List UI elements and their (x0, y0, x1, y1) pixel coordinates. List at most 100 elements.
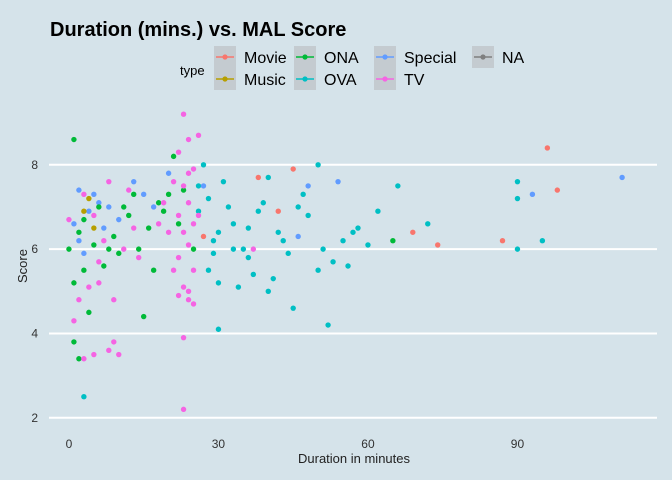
data-points (66, 111, 625, 413)
y-tick-label: 4 (31, 326, 38, 340)
data-point (81, 191, 87, 198)
data-point (539, 238, 546, 244)
data-point (131, 191, 137, 198)
data-point (499, 238, 506, 244)
data-point (96, 200, 102, 206)
data-point (335, 178, 341, 185)
data-point (210, 250, 217, 257)
data-point (71, 339, 77, 345)
legend-item: Movie (214, 46, 287, 68)
data-point (81, 216, 87, 223)
data-point (260, 200, 266, 206)
data-point (116, 216, 122, 223)
y-tick-label: 6 (31, 242, 38, 256)
data-point (136, 246, 142, 252)
data-point (225, 204, 232, 210)
data-point (230, 246, 237, 252)
data-point (91, 225, 97, 231)
data-point (180, 284, 187, 290)
data-point (96, 204, 102, 210)
data-point (76, 187, 82, 193)
data-point (91, 351, 97, 358)
data-point (175, 254, 182, 261)
data-point (305, 183, 311, 189)
data-point (111, 233, 117, 240)
data-point (220, 178, 227, 185)
y-tick-label: 2 (31, 411, 38, 425)
data-point (245, 254, 252, 261)
data-point (126, 212, 132, 219)
data-point (255, 174, 262, 181)
data-point (91, 191, 97, 198)
data-point (195, 132, 202, 138)
x-tick-label: 60 (361, 437, 375, 451)
data-point (165, 170, 172, 176)
data-point (200, 233, 207, 240)
legend-item: Music (214, 68, 286, 90)
data-point (514, 178, 521, 185)
legend: Movie Music ONA OVA Special TV NA (214, 46, 525, 90)
data-point (140, 191, 147, 198)
data-point (136, 254, 142, 261)
data-point (180, 183, 187, 189)
data-point (66, 246, 72, 252)
data-point (155, 221, 162, 227)
data-point (106, 204, 112, 210)
data-point (435, 242, 441, 248)
data-point (180, 111, 187, 117)
data-point (66, 216, 72, 223)
data-point (190, 301, 197, 307)
y-tick-label: 8 (31, 158, 38, 172)
data-point (101, 263, 107, 269)
data-point (170, 267, 177, 273)
data-point (140, 313, 147, 320)
data-point (215, 229, 222, 235)
data-point (155, 200, 162, 206)
data-point (514, 246, 521, 252)
legend-label: NA (502, 50, 525, 67)
data-point (200, 162, 207, 168)
data-point (101, 238, 107, 244)
data-point (81, 267, 87, 273)
data-point (235, 284, 242, 290)
data-point (554, 187, 561, 193)
data-point (185, 288, 192, 294)
data-point (190, 166, 197, 172)
data-point (170, 178, 177, 185)
legend-item: TV (374, 68, 425, 90)
data-point (265, 174, 271, 181)
data-point (529, 191, 536, 198)
data-point (81, 208, 87, 214)
data-point (116, 250, 122, 257)
data-point (250, 246, 257, 252)
data-point (81, 250, 87, 257)
data-point (76, 238, 82, 244)
data-point (285, 250, 291, 257)
data-point (265, 288, 271, 294)
data-point (160, 200, 167, 206)
data-point (111, 339, 117, 345)
data-point (315, 267, 321, 273)
data-point (200, 183, 207, 189)
legend-item: Special (374, 46, 456, 68)
data-point (111, 297, 117, 303)
data-point (180, 406, 187, 413)
legend-key-point (382, 76, 388, 82)
data-point (86, 284, 92, 290)
data-point (126, 187, 132, 193)
chart-title: Duration (mins.) vs. MAL Score (50, 19, 346, 41)
data-point (390, 238, 396, 244)
data-point (325, 322, 331, 328)
data-point (71, 221, 77, 227)
legend-key-point (480, 54, 486, 60)
data-point (185, 242, 192, 248)
data-point (71, 318, 77, 324)
data-point (185, 170, 192, 176)
data-point (275, 229, 281, 235)
data-point (195, 212, 202, 219)
data-point (180, 187, 187, 193)
data-point (91, 212, 97, 219)
data-point (355, 225, 361, 231)
data-point (340, 238, 346, 244)
legend-item: ONA (294, 46, 359, 68)
